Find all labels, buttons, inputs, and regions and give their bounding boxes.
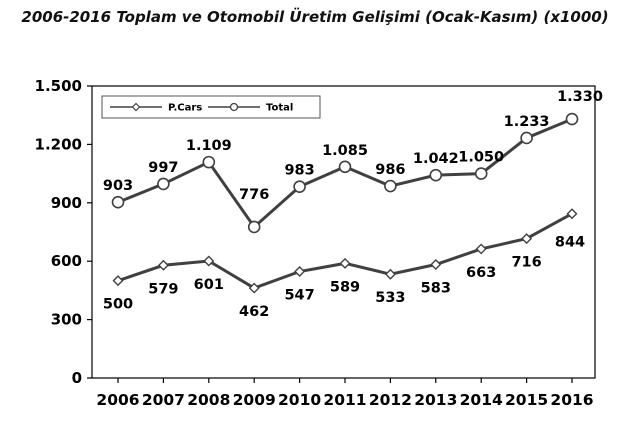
x-tick-label: 2009 (233, 391, 276, 409)
x-tick-label: 2010 (278, 391, 321, 409)
x-tick-label: 2008 (187, 391, 230, 409)
data-label-total: 1.050 (458, 150, 504, 166)
y-tick-label: 1.500 (35, 77, 82, 95)
data-label-total: 1.042 (413, 151, 459, 167)
plot-frame (91, 85, 596, 379)
data-label-p-cars: 579 (148, 281, 178, 297)
point-p-cars (112, 275, 124, 287)
point-p-cars (384, 268, 396, 280)
series-total (111, 112, 579, 234)
point-p-cars (248, 282, 260, 294)
y-tick-label: 600 (51, 252, 82, 270)
y-axis: 0 300 600 900 1.200 1.500 (35, 77, 92, 387)
plot-border (91, 85, 596, 379)
y-tick-label: 0 (72, 369, 82, 387)
legend-marker-p-cars (131, 102, 141, 112)
series-layer (111, 112, 579, 294)
data-label-p-cars: 601 (194, 277, 224, 293)
data-label-p-cars: 716 (511, 255, 541, 271)
data-label-total: 986 (375, 162, 405, 178)
point-total (338, 160, 352, 174)
point-total (202, 155, 216, 169)
data-label-total: 983 (284, 163, 314, 179)
point-total (111, 195, 125, 209)
point-total (293, 180, 306, 193)
point-p-cars (294, 266, 306, 278)
data-label-p-cars: 589 (330, 279, 360, 295)
data-label-total: 1.330 (557, 89, 603, 105)
point-total (520, 131, 533, 145)
point-p-cars (203, 255, 215, 267)
x-tick-label: 2012 (369, 391, 412, 409)
data-label-p-cars: 500 (103, 297, 133, 313)
legend-label-p-cars: P.Cars (168, 103, 202, 114)
x-tick-label: 2016 (550, 391, 593, 409)
point-p-cars (339, 257, 351, 269)
data-label-p-cars: 663 (466, 265, 496, 281)
point-p-cars (521, 233, 533, 245)
data-label-total: 1.233 (504, 114, 550, 130)
y-tick-label: 900 (51, 194, 82, 212)
y-tick-label: 1.200 (35, 135, 82, 153)
x-tick-label: 2011 (323, 391, 366, 409)
point-p-cars (430, 259, 442, 270)
data-label-p-cars: 844 (555, 235, 585, 251)
data-label-total: 903 (103, 178, 133, 194)
data-label-p-cars: 547 (284, 288, 314, 304)
data-label-total: 776 (239, 187, 269, 203)
point-total (157, 177, 170, 191)
x-tick-label: 2006 (96, 391, 139, 409)
data-label-p-cars: 462 (239, 304, 269, 320)
point-p-cars (475, 243, 487, 255)
point-total (247, 220, 261, 234)
point-total (474, 167, 488, 180)
point-total (384, 179, 397, 193)
x-tick-label: 2014 (460, 391, 503, 409)
chart-title: 2006-2016 Toplam ve Otomobil Üretim Geli… (21, 8, 609, 26)
data-labels: 903 997 1.109 776 983 1.085 986 1.042 1.050 1.233… (103, 89, 603, 320)
legend: P.Cars Total (101, 95, 321, 119)
legend-marker-total (229, 102, 239, 112)
point-total (429, 168, 443, 182)
point-p-cars (566, 208, 578, 220)
series-p-cars (112, 208, 578, 294)
x-tick-label: 2007 (142, 391, 185, 409)
x-tick-label: 2013 (414, 391, 457, 409)
point-total (565, 112, 579, 126)
data-label-p-cars: 533 (375, 290, 405, 306)
data-label-p-cars: 583 (421, 281, 451, 297)
x-tick-label: 2015 (505, 391, 548, 409)
data-label-total: 1.109 (186, 138, 232, 154)
y-tick-label: 300 (51, 311, 82, 329)
point-p-cars (157, 259, 169, 271)
legend-label-total: Total (266, 103, 293, 114)
data-label-total: 1.085 (322, 143, 368, 159)
x-axis: 2006 2007 2008 2009 2010 2011 2012 2013 2014 2015… (96, 378, 594, 409)
series-line-p-cars (117, 212, 573, 290)
data-label-total: 997 (148, 160, 178, 176)
